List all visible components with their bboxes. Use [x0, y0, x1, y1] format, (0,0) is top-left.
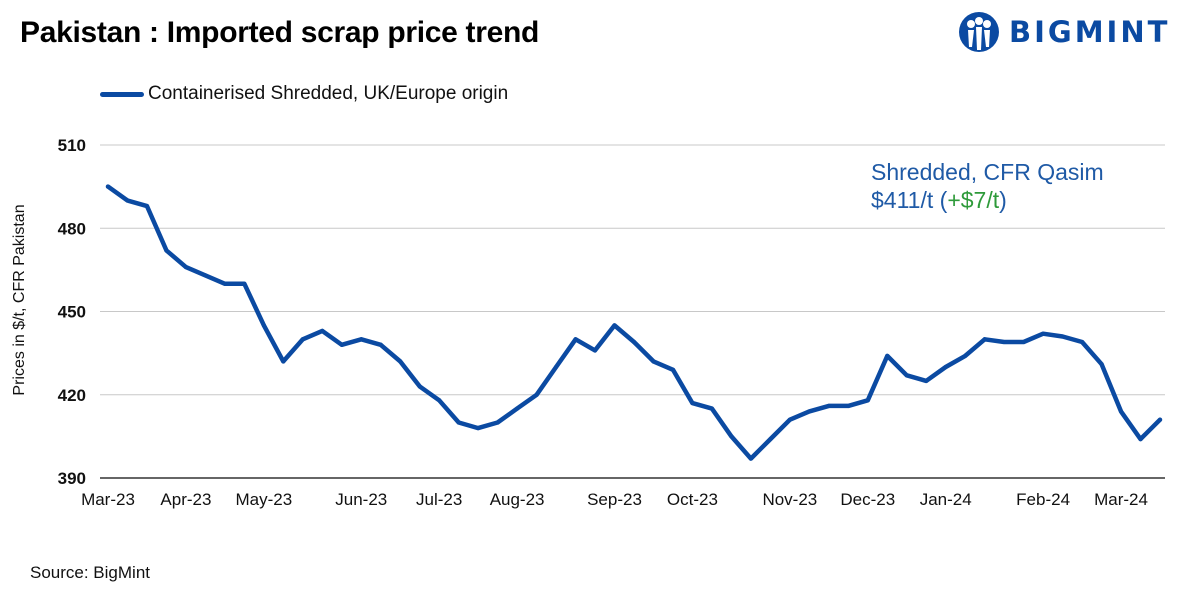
series-line: [105, 184, 1163, 461]
x-tick-label: Jan-24: [920, 490, 972, 509]
data-point: [261, 323, 266, 328]
logo-text: BIGMINT: [1009, 15, 1171, 49]
data-point: [1080, 340, 1085, 345]
price-annotation: Shredded, CFR Qasim $411/t (+$7/t): [871, 158, 1104, 214]
data-point: [632, 340, 636, 345]
bigmint-logo-icon: [959, 12, 999, 52]
data-point: [885, 353, 890, 358]
data-point: [242, 281, 247, 286]
chart-title: Pakistan : Imported scrap price trend: [20, 16, 540, 49]
data-point: [573, 337, 578, 342]
annotation-price-line: $411/t (+$7/t): [871, 186, 1104, 214]
data-point: [437, 398, 442, 403]
data-point: [787, 417, 792, 422]
data-point: [222, 281, 227, 286]
x-axis-ticks: Mar-23 Apr-23 May-23 Jun-23 Jul-23 Aug-23 Sep-…: [81, 490, 1148, 509]
x-tick-label: Mar-24: [1094, 490, 1148, 509]
annotation-title: Shredded, CFR Qasim: [871, 159, 1104, 185]
x-tick-label: Jun-23: [335, 490, 387, 509]
data-point: [1099, 362, 1104, 367]
y-tick-label: 420: [58, 386, 86, 405]
x-tick-label: Apr-23: [160, 490, 211, 509]
data-point: [398, 359, 403, 364]
y-axis-ticks: 390 420 450 480 510: [58, 136, 86, 488]
data-point: [456, 420, 461, 425]
data-point: [651, 359, 656, 364]
x-tick-label: Nov-23: [762, 490, 817, 509]
data-point: [846, 403, 851, 408]
x-tick-label: Dec-23: [840, 490, 895, 509]
y-tick-label: 450: [58, 303, 86, 322]
data-point: [865, 398, 870, 403]
data-point: [768, 437, 773, 442]
y-tick-label: 480: [58, 219, 86, 238]
data-point: [904, 373, 909, 378]
data-point: [1021, 340, 1026, 345]
data-point: [924, 378, 929, 383]
data-point: [300, 337, 305, 342]
x-tick-label: Jul-23: [416, 490, 462, 509]
x-tick-label: May-23: [236, 490, 293, 509]
data-point: [554, 365, 559, 369]
data-point: [534, 392, 539, 397]
data-point: [729, 434, 734, 439]
data-point: [183, 265, 188, 270]
data-point: [709, 406, 714, 411]
data-point: [106, 184, 110, 189]
data-point: [320, 328, 325, 333]
data-point: [515, 406, 520, 411]
annotation-price: $411/t: [871, 187, 934, 213]
legend-label: Containerised Shredded, UK/Europe origin: [148, 83, 509, 104]
data-point: [476, 426, 481, 431]
annotation-paren-open: (: [933, 187, 948, 213]
annotation-change: +$7/t: [947, 187, 1000, 213]
y-tick-label: 390: [58, 469, 86, 488]
data-point: [1119, 409, 1124, 414]
source-note: Source: BigMint: [30, 563, 150, 582]
chart-legend: Containerised Shredded, UK/Europe origin: [100, 82, 508, 106]
data-point: [339, 342, 344, 347]
data-point: [144, 204, 149, 209]
data-point: [359, 337, 364, 342]
data-point: [281, 359, 286, 364]
data-point: [417, 384, 422, 389]
brand-logo: BIGMINT: [957, 8, 1170, 56]
data-point: [1138, 437, 1143, 442]
data-point: [593, 348, 598, 353]
data-point: [612, 323, 617, 328]
annotation-paren-close: ): [999, 187, 1007, 213]
data-point: [943, 365, 948, 369]
x-tick-label: Feb-24: [1016, 490, 1070, 509]
data-point: [125, 198, 130, 203]
data-point: [495, 420, 500, 425]
x-tick-label: Sep-23: [587, 490, 642, 509]
data-point: [378, 342, 383, 347]
data-point: [690, 401, 695, 406]
data-point: [826, 403, 831, 408]
grid-lines: [100, 144, 1165, 479]
x-tick-label: Mar-23: [81, 490, 135, 509]
legend-swatch: [100, 91, 144, 97]
data-point: [982, 337, 987, 342]
series-group: [105, 184, 1163, 461]
data-point: [1002, 340, 1007, 345]
data-point: [1158, 417, 1162, 422]
data-point: [1041, 331, 1046, 336]
data-point: [807, 409, 812, 414]
data-point: [164, 248, 169, 253]
data-point: [748, 456, 753, 461]
data-point: [203, 273, 208, 278]
data-point: [670, 367, 675, 372]
x-tick-label: Oct-23: [667, 490, 718, 509]
data-point: [1060, 334, 1065, 339]
x-tick-label: Aug-23: [490, 490, 545, 509]
y-axis-label: Prices in $/t, CFR Pakistan: [11, 204, 28, 395]
data-point: [963, 353, 968, 358]
y-tick-label: 510: [58, 136, 86, 155]
